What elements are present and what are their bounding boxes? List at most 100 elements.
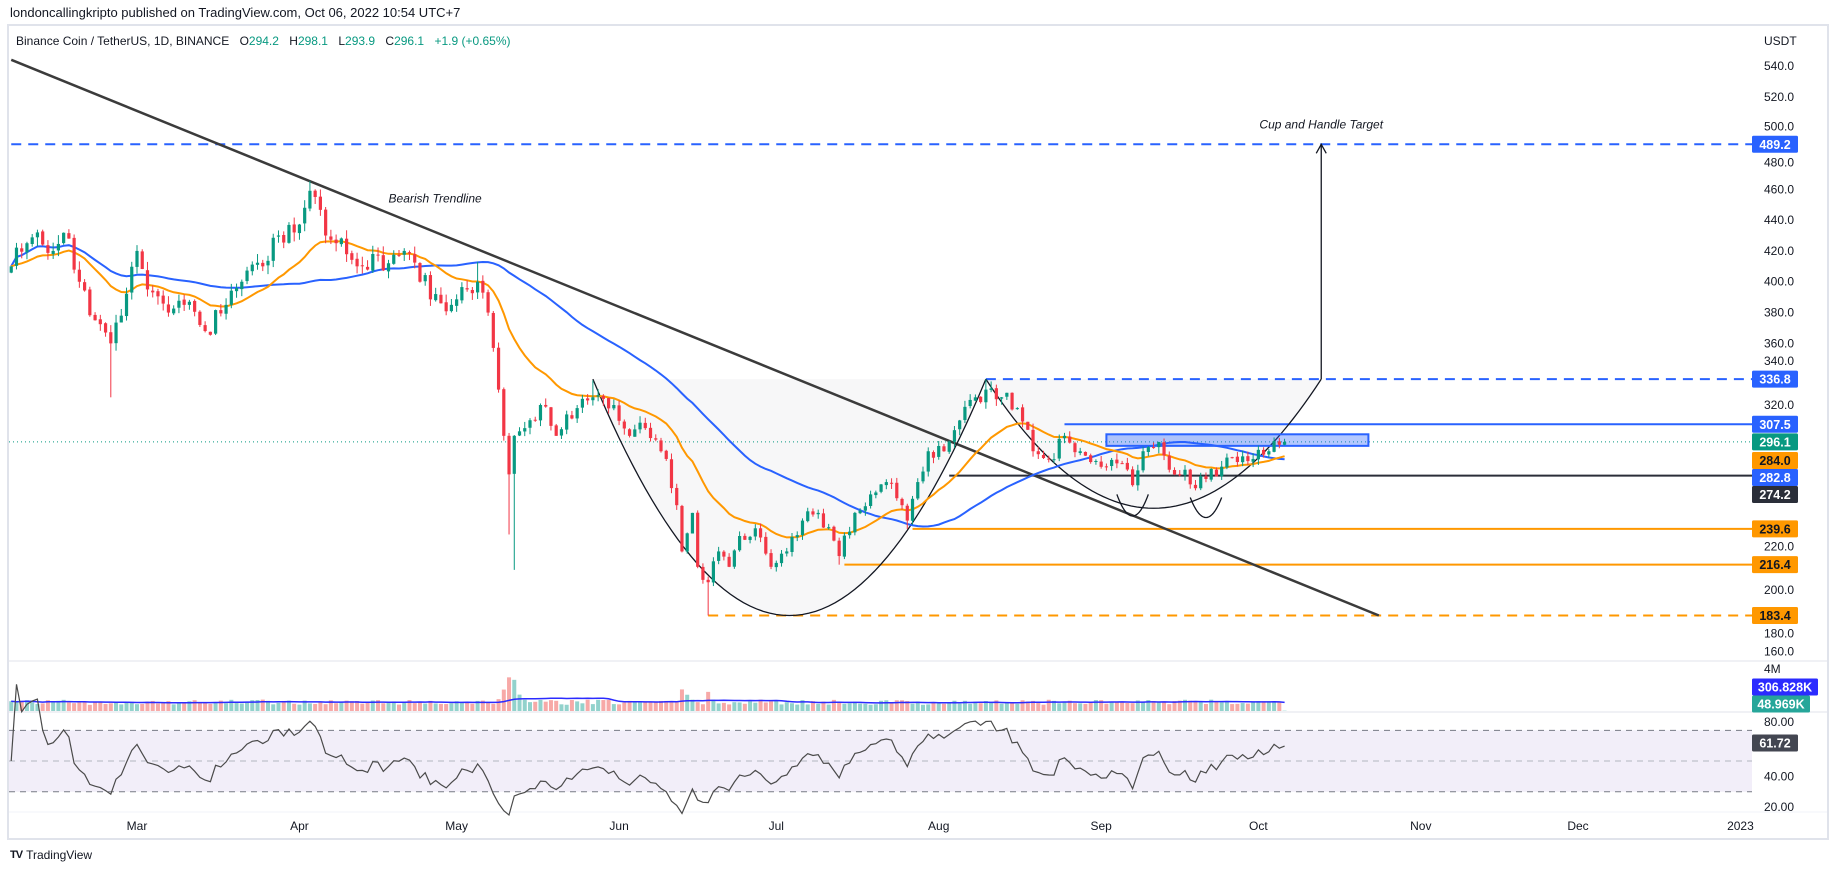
- volume-bar: [1214, 701, 1219, 711]
- volume-ma-badge: 306.828K: [1758, 681, 1812, 695]
- volume-bar: [1240, 703, 1245, 711]
- candle-body: [612, 405, 616, 409]
- volume-bar: [1109, 701, 1114, 711]
- candle-body: [848, 531, 852, 536]
- price-axis[interactable]: USDT 540.0 520.0 500.0 480.0 460.0 440.0 420.0…: [1764, 34, 1797, 814]
- candle-body: [1083, 451, 1088, 456]
- candle-body: [219, 310, 223, 314]
- price-badge-bg: [1752, 135, 1798, 153]
- volume-bar: [1052, 700, 1056, 711]
- candle-body: [418, 263, 422, 282]
- volume-bar: [596, 699, 601, 711]
- open-label: O: [239, 34, 249, 48]
- candle-body: [842, 535, 846, 557]
- volume-bar: [1256, 701, 1261, 711]
- volume-bar: [129, 701, 134, 711]
- volume-bar: [1120, 702, 1125, 711]
- time-tick: Oct: [1249, 819, 1268, 833]
- inverse-head-curve[interactable]: [1189, 497, 1223, 519]
- price-badge: 296.1: [1759, 435, 1790, 449]
- candle-body: [659, 440, 663, 452]
- symbol-title[interactable]: Binance Coin / TetherUS, 1D, BINANCE: [16, 34, 230, 48]
- volume-bar: [543, 701, 548, 711]
- candle-body: [1047, 458, 1051, 460]
- tradingview-logo-icon[interactable]: TV: [10, 849, 23, 861]
- candle-body: [795, 535, 799, 538]
- candle-body: [1178, 474, 1182, 476]
- bearish-trendline[interactable]: [10, 58, 1380, 617]
- time-tick: Jul: [769, 819, 784, 833]
- candle-body: [800, 520, 805, 536]
- volume-bar: [910, 703, 915, 711]
- candle-body: [182, 299, 186, 305]
- volume-bar: [161, 702, 166, 711]
- candle-body: [93, 314, 97, 321]
- volume-bar: [93, 702, 98, 711]
- candle-body: [476, 281, 480, 293]
- footer-brand[interactable]: TradingView: [26, 848, 93, 862]
- volume-bar: [428, 700, 433, 711]
- candle-body: [98, 319, 102, 325]
- price-tick: 500.0: [1764, 119, 1794, 133]
- price-badge-bg: [1752, 468, 1798, 486]
- volume-bar: [1036, 701, 1041, 711]
- candle-body: [575, 408, 579, 419]
- price-pane[interactable]: Bearish Trendline Cup and Handle Target: [9, 58, 1752, 617]
- candle-body: [1089, 455, 1093, 463]
- candle-body: [303, 207, 307, 224]
- volume-bar: [1235, 703, 1240, 711]
- candle-body: [1131, 469, 1135, 486]
- candle-body: [1162, 442, 1166, 456]
- volume-bar: [826, 704, 831, 711]
- candle-body: [963, 406, 967, 421]
- candle-body: [83, 282, 87, 291]
- volume-bar: [831, 699, 836, 711]
- candle-body: [675, 487, 679, 506]
- inverse-head-curve[interactable]: [1116, 494, 1149, 517]
- volume-bar: [837, 702, 842, 711]
- volume-bar: [790, 703, 794, 711]
- price-badge-bg: [1752, 433, 1798, 451]
- volume-pane: [9, 677, 1287, 711]
- candle-body: [627, 429, 632, 436]
- volume-bar: [229, 699, 234, 711]
- candle-body: [942, 446, 946, 452]
- open-value: 294.2: [248, 34, 279, 48]
- price-tick: 440.0: [1764, 213, 1794, 227]
- volume-bar: [962, 700, 967, 711]
- candle-body: [465, 288, 469, 290]
- resistance-zone[interactable]: [1105, 433, 1370, 447]
- volume-bar: [1078, 703, 1083, 711]
- volume-bar: [1277, 702, 1282, 711]
- time-axis[interactable]: Mar Apr May Jun Jul Aug Sep Oct Nov Dec 2023: [127, 819, 1754, 833]
- sma-50-line: [10, 244, 1285, 528]
- price-badge: 307.5: [1759, 418, 1790, 432]
- price-tick: 200.0: [1764, 583, 1794, 597]
- volume-bar: [140, 703, 145, 711]
- candle-body: [1026, 421, 1030, 430]
- candle-body: [1000, 397, 1004, 399]
- candle-body: [910, 498, 915, 521]
- low-value: 293.9: [345, 34, 376, 48]
- candle-body: [586, 398, 590, 401]
- volume-bar: [769, 701, 774, 711]
- candle-body: [402, 250, 406, 255]
- handle-curve[interactable]: [985, 378, 1322, 509]
- candle-body: [622, 421, 626, 429]
- price-tick: 340.0: [1764, 354, 1794, 368]
- volume-bar: [491, 703, 496, 711]
- volume-bar: [475, 700, 480, 711]
- volume-bar: [894, 700, 899, 711]
- ema-20-line: [10, 240, 1285, 539]
- volume-bar: [559, 704, 564, 711]
- cup-curve[interactable]: [592, 378, 987, 617]
- candle-body: [1031, 429, 1035, 452]
- candle-body: [214, 310, 218, 334]
- candle-body: [397, 254, 401, 256]
- volume-bar: [973, 701, 978, 711]
- candle-body: [413, 254, 417, 263]
- candle-body: [1151, 447, 1156, 449]
- candle-body: [884, 482, 888, 486]
- candle-body: [895, 482, 899, 499]
